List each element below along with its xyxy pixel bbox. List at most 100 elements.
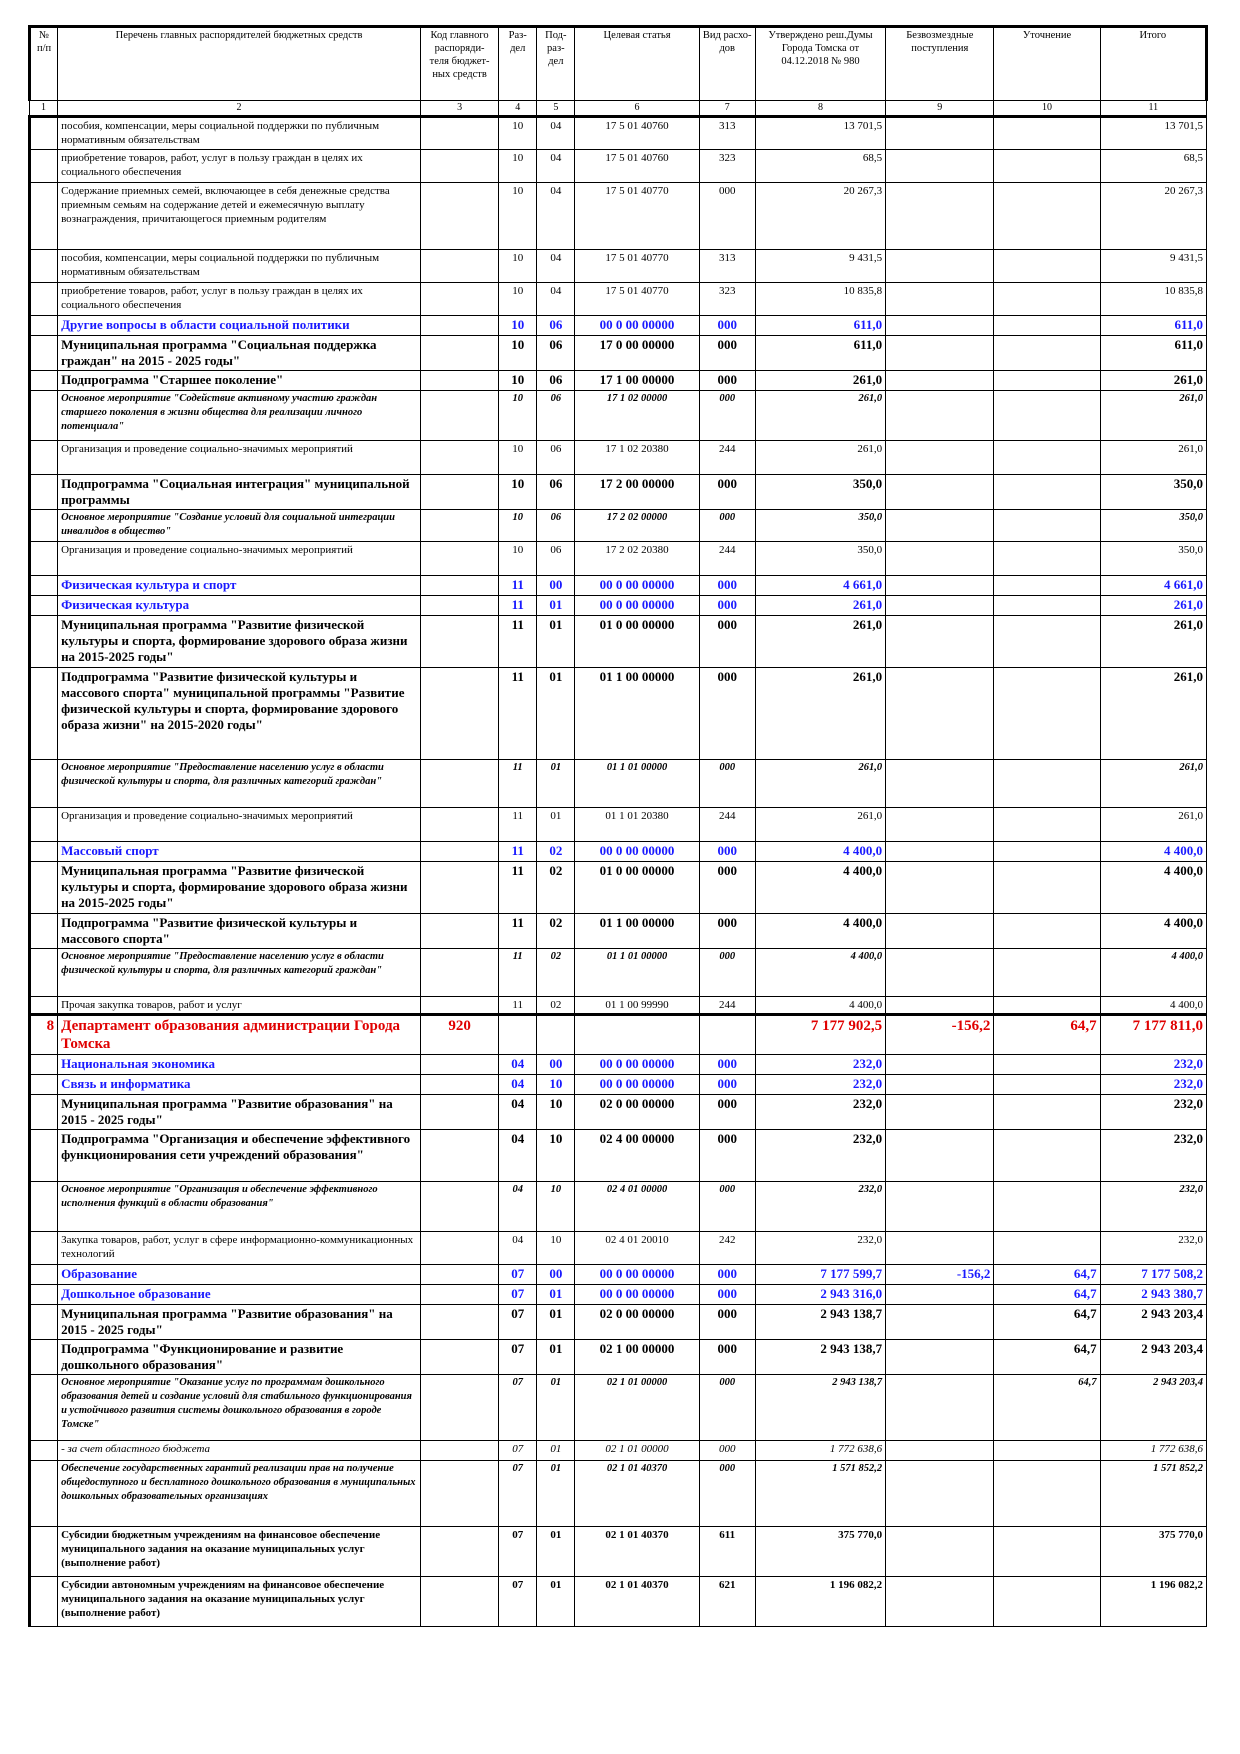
table-row: Организация и проведение социально-значи…	[27, 807, 1208, 842]
row-podrazdel: 01	[536, 807, 576, 842]
row-approved: 4 400,0	[754, 948, 887, 997]
row-name: Физическая культура	[57, 595, 421, 616]
row-target-article: 17 2 00 00000	[574, 474, 700, 510]
row-expense-type: 000	[698, 1284, 756, 1305]
table-row: Дошкольное образование 07 01 00 0 00 00000 0…	[27, 1284, 1208, 1305]
row-number	[27, 1054, 59, 1075]
row-target-article: 01 1 00 00000	[574, 667, 700, 760]
row-name: Организация и проведение социально-значи…	[57, 541, 421, 576]
row-name: Субсидии автономным учреждениям на финан…	[57, 1576, 421, 1627]
row-adjustment	[993, 807, 1101, 842]
row-razdel: 07	[498, 1264, 538, 1285]
row-total: 232,0	[1099, 1181, 1208, 1232]
header-grants: Безвозмездные поступления	[885, 25, 995, 101]
row-number	[27, 1576, 59, 1627]
row-grants	[885, 759, 995, 808]
row-approved: 611,0	[754, 335, 887, 371]
table-row: Закупка товаров, работ, услуг в сфере ин…	[27, 1231, 1208, 1265]
row-podrazdel: 02	[536, 996, 576, 1015]
row-razdel: 10	[498, 249, 538, 283]
header-approved: Утверждено реш.Думы Города Томска от 04.…	[754, 25, 887, 101]
row-name: Образование	[57, 1264, 421, 1285]
row-target-article: 17 5 01 40770	[574, 282, 700, 316]
row-total: 2 943 203,4	[1099, 1339, 1208, 1375]
row-target-article: 02 1 01 40370	[574, 1576, 700, 1627]
row-target-article: 01 1 01 20380	[574, 807, 700, 842]
table-row: пособия, компенсации, меры социальной по…	[27, 116, 1208, 150]
row-name: Физическая культура и спорт	[57, 575, 421, 596]
row-target-article: 02 4 00 00000	[574, 1129, 700, 1182]
table-row: приобретение товаров, работ, услуг в пол…	[27, 282, 1208, 316]
row-number	[27, 1094, 59, 1130]
table-row: Подпрограмма "Социальная интеграция" мун…	[27, 474, 1208, 510]
row-total: 261,0	[1099, 390, 1208, 441]
row-approved: 261,0	[754, 390, 887, 441]
row-total: 4 400,0	[1099, 996, 1208, 1015]
table-row: Муниципальная программа "Развитие физиче…	[27, 615, 1208, 668]
row-number	[27, 1231, 59, 1265]
row-expense-type: 313	[698, 249, 756, 283]
row-podrazdel: 00	[536, 575, 576, 596]
row-adjustment	[993, 390, 1101, 441]
row-number	[27, 948, 59, 997]
row-expense-type: 313	[698, 116, 756, 150]
row-razdel: 04	[498, 1181, 538, 1232]
header-name: Перечень главных распорядителей бюджетны…	[57, 25, 421, 101]
row-expense-type: 000	[698, 1074, 756, 1095]
row-total: 350,0	[1099, 474, 1208, 510]
row-name: Связь и информатика	[57, 1074, 421, 1095]
row-name: Муниципальная программа "Развитие образо…	[57, 1094, 421, 1130]
row-number	[27, 370, 59, 391]
row-code	[419, 315, 500, 336]
row-name: пособия, компенсации, меры социальной по…	[57, 116, 421, 150]
row-approved: 1 571 852,2	[754, 1460, 887, 1527]
row-approved: 261,0	[754, 595, 887, 616]
row-razdel: 10	[498, 390, 538, 441]
row-podrazdel: 06	[536, 474, 576, 510]
row-podrazdel: 06	[536, 335, 576, 371]
row-total: 261,0	[1099, 440, 1208, 475]
table-row: Муниципальная программа "Развитие физиче…	[27, 861, 1208, 914]
row-name: Организация и проведение социально-значи…	[57, 807, 421, 842]
row-target-article: 17 1 02 20380	[574, 440, 700, 475]
row-target-article: 02 0 00 00000	[574, 1304, 700, 1340]
row-expense-type: 000	[698, 1264, 756, 1285]
table-row: Национальная экономика 04 00 00 0 00 00000 0…	[27, 1054, 1208, 1075]
row-podrazdel: 02	[536, 913, 576, 949]
row-grants	[885, 335, 995, 371]
row-number	[27, 1181, 59, 1232]
row-razdel: 07	[498, 1440, 538, 1461]
row-target-article: 17 5 01 40770	[574, 182, 700, 250]
row-adjustment	[993, 474, 1101, 510]
row-code	[419, 1339, 500, 1375]
row-adjustment: 64,7	[993, 1284, 1101, 1305]
row-approved: 232,0	[754, 1129, 887, 1182]
row-grants	[885, 807, 995, 842]
header-total: Итого	[1099, 25, 1209, 101]
header-adjustment: Уточнение	[993, 25, 1101, 101]
table-row: Организация и проведение социально-значи…	[27, 440, 1208, 475]
row-approved: 4 400,0	[754, 996, 887, 1015]
row-adjustment: 64,7	[993, 1374, 1101, 1441]
row-code	[419, 182, 500, 250]
row-target-article: 01 1 01 00000	[574, 759, 700, 808]
row-adjustment	[993, 615, 1101, 668]
row-adjustment	[993, 149, 1101, 183]
row-adjustment: 64,7	[993, 1304, 1101, 1340]
row-name: Подпрограмма "Развитие физической культу…	[57, 913, 421, 949]
row-adjustment	[993, 116, 1101, 150]
row-razdel: 07	[498, 1339, 538, 1375]
row-code	[419, 667, 500, 760]
row-grants	[885, 1526, 995, 1577]
row-expense-type: 000	[698, 841, 756, 862]
row-code	[419, 1374, 500, 1441]
table-row: Муниципальная программа "Социальная подд…	[27, 335, 1208, 371]
row-name: - за счет областного бюджета	[57, 1440, 421, 1461]
row-razdel: 04	[498, 1231, 538, 1265]
col-number: 9	[885, 100, 995, 118]
row-total: 13 701,5	[1099, 116, 1208, 150]
row-number	[27, 474, 59, 510]
row-expense-type: 323	[698, 282, 756, 316]
row-number	[27, 282, 59, 316]
row-number	[27, 913, 59, 949]
